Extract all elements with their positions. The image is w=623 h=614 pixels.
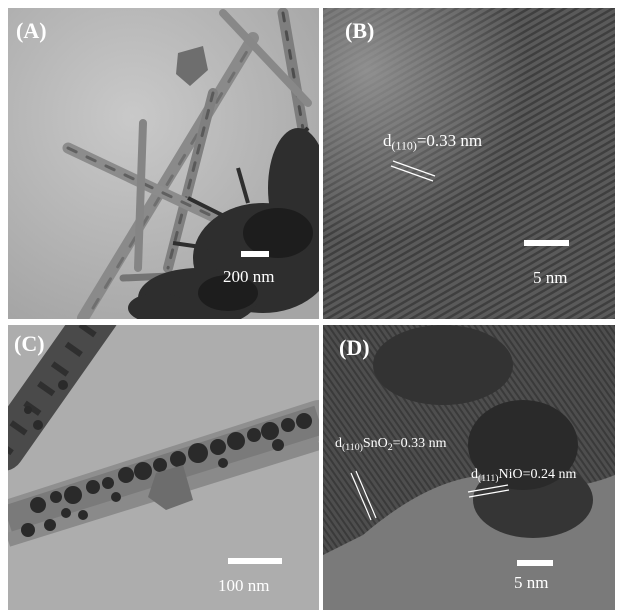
- panel-d-image: [323, 325, 615, 610]
- panel-a-image: [8, 8, 319, 319]
- panel-c-scale-bar: [228, 558, 282, 564]
- panel-d-label: (D): [339, 335, 370, 360]
- panel-b-scale-bar: [524, 240, 569, 246]
- panel-d-scale-bar: [517, 560, 553, 566]
- panel-c-scale-text: 100 nm: [218, 576, 270, 595]
- panel-a-scale-text: 200 nm: [223, 267, 275, 286]
- panel-b-lattice-annotation: d(110)=0.33 nm: [383, 131, 483, 153]
- panel-b-image: [323, 8, 615, 319]
- panel-b-label: (B): [345, 18, 375, 43]
- panel-a-scale-bar: [241, 251, 269, 257]
- panel-b-hrtem-image: (B) d(110)=0.33 nm 5 nm: [323, 8, 615, 319]
- panel-a-label: (A): [16, 18, 47, 43]
- panel-d-nio-annotation: d(111)NiO=0.24 nm: [471, 467, 577, 484]
- panel-d-sno2-annotation: d(110)SnO2=0.33 nm: [335, 436, 447, 453]
- panel-a-tem-image: (A) 200 nm: [8, 8, 319, 319]
- panel-d-scale-text: 5 nm: [514, 573, 549, 592]
- panel-c-label: (C): [14, 331, 45, 356]
- panel-b-scale-text: 5 nm: [533, 268, 568, 287]
- panel-d-hrtem-image: (D) d(110)SnO2=0.33 nm d(111)NiO=0.24 nm…: [323, 325, 615, 610]
- panel-c-image: [8, 325, 319, 610]
- panel-c-tem-image: (C) 100 nm: [8, 325, 319, 610]
